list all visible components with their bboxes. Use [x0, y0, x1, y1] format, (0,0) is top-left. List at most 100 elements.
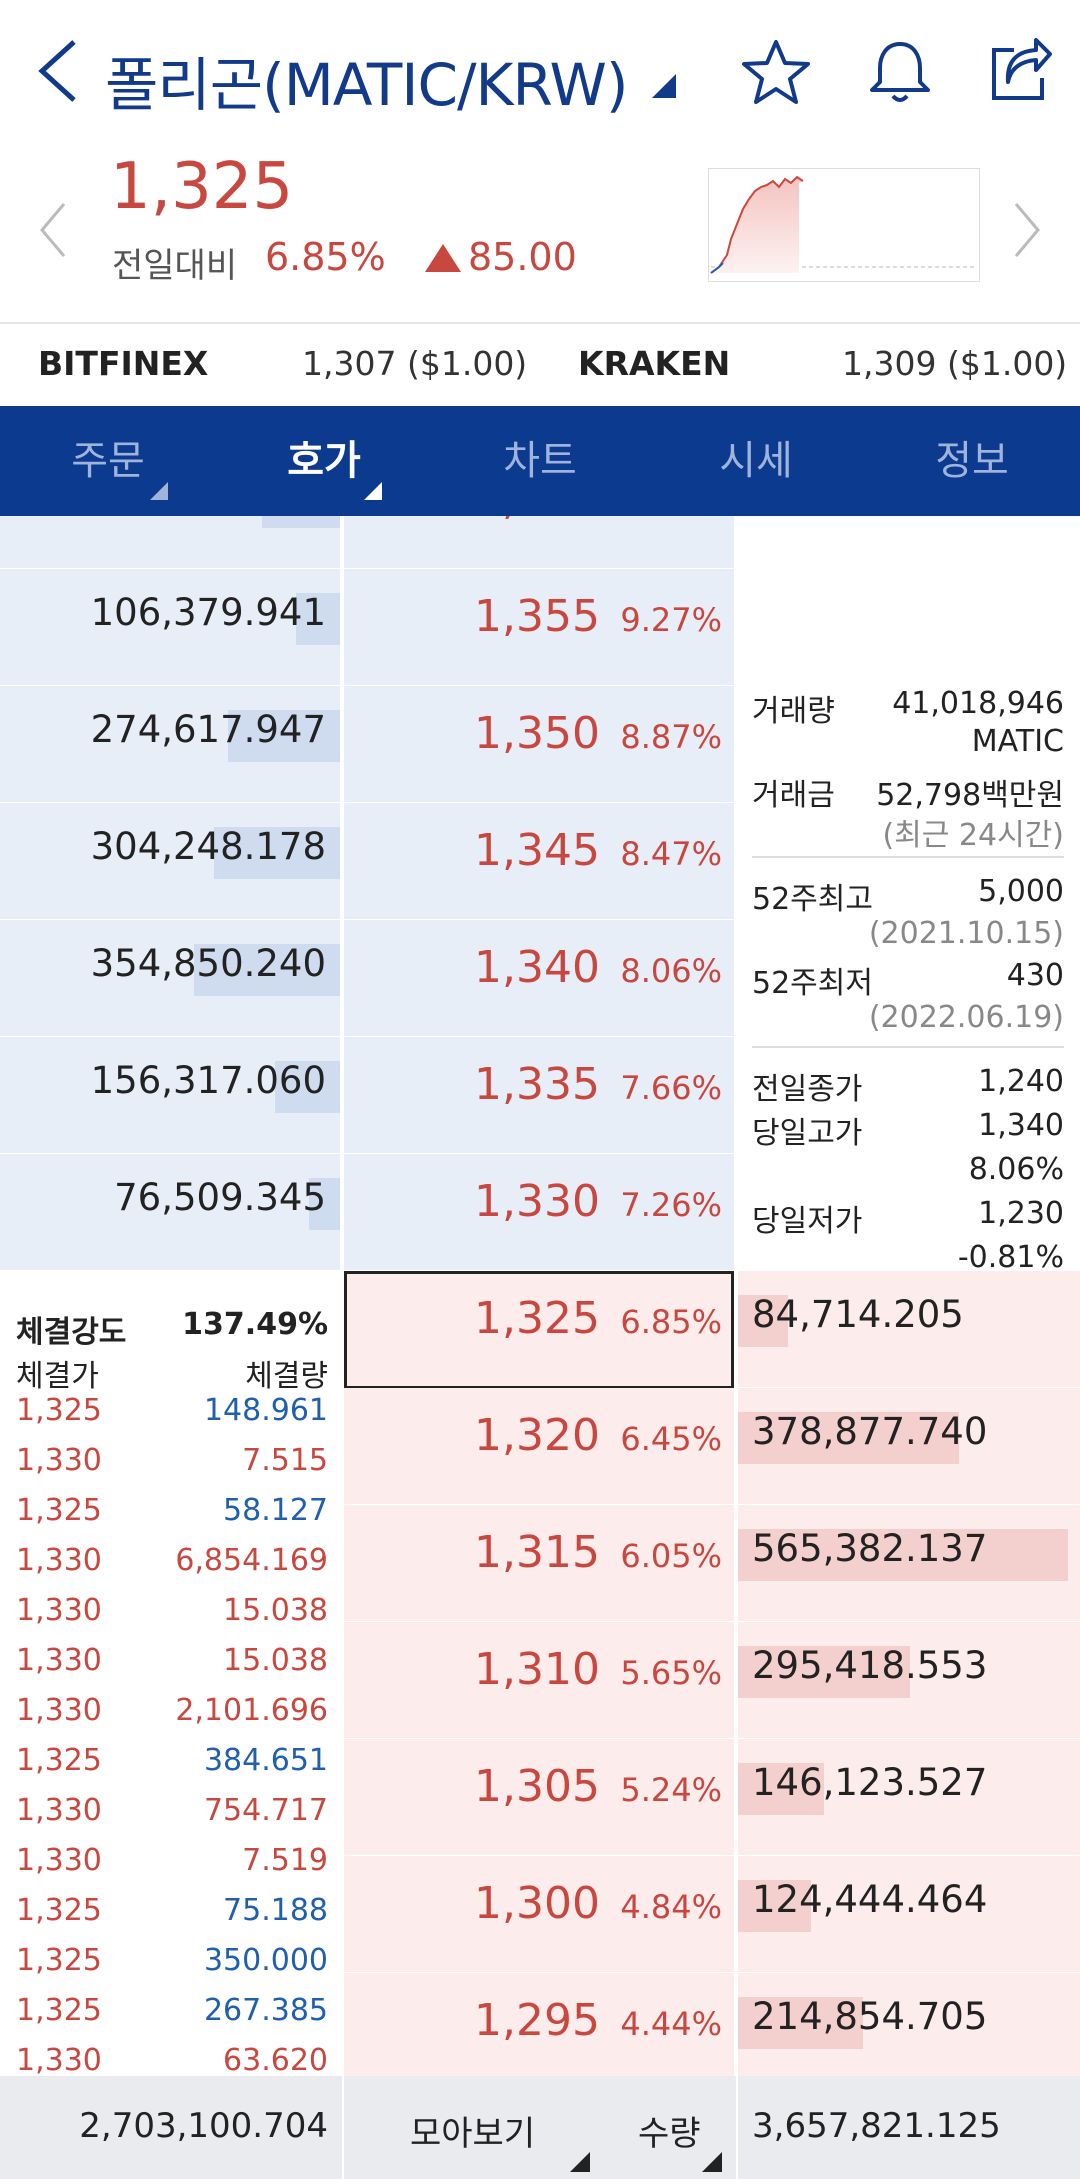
- bid-price-cell[interactable]: 1,305 5.24%: [344, 1739, 734, 1857]
- tab-market[interactable]: 시세: [648, 406, 864, 516]
- bid-qty-cell[interactable]: 214,854.705: [738, 1973, 1080, 2076]
- ask-volume-bar: [275, 1061, 340, 1113]
- ask-qty-cell[interactable]: 156,317.060: [0, 1037, 340, 1155]
- ask-price-cell[interactable]: 1,340 8.06%: [344, 920, 734, 1038]
- view-all-button[interactable]: 모아보기: [410, 2114, 536, 2154]
- strength-label: 체결강도: [16, 1315, 127, 1350]
- trade-price: 1,330: [16, 1593, 102, 1628]
- bid-price-cell[interactable]: 1,300 4.84%: [344, 1856, 734, 1974]
- trade-price: 1,330: [16, 1843, 102, 1878]
- ask-price-cell[interactable]: 1,335 7.66%: [344, 1037, 734, 1155]
- coin-title[interactable]: 폴리곤(MATIC/KRW): [105, 51, 628, 119]
- trade-qty: 267.385: [203, 1993, 328, 2028]
- bid-qty-cell[interactable]: 565,382.137: [738, 1505, 1080, 1623]
- trade-row: 1,330 7.515: [0, 1439, 342, 1489]
- trade-row: 1,330 15.038: [0, 1639, 342, 1689]
- ask-price: 1,350: [474, 708, 600, 759]
- trade-price: 1,330: [16, 1543, 102, 1578]
- ask-price-cell[interactable]: 1,330 7.26%: [344, 1154, 734, 1272]
- bid-qty-cell[interactable]: 146,123.527: [738, 1739, 1080, 1857]
- ask-price-cell[interactable]: 1,345 8.47%: [344, 803, 734, 921]
- trade-price: 1,330: [16, 1643, 102, 1678]
- ask-volume-bar: [193, 944, 340, 996]
- change-amount: 85.00: [468, 235, 577, 279]
- trade-qty: 58.127: [223, 1493, 328, 1528]
- bid-qty: 378,877.740: [752, 1410, 988, 1453]
- bell-icon[interactable]: [864, 36, 936, 108]
- ask-price-cell[interactable]: 1,360 9.68%: [344, 516, 734, 570]
- bid-volume-bar: [738, 1295, 788, 1347]
- bid-price: 1,305: [474, 1761, 600, 1812]
- trade-row: 1,330 7.519: [0, 1839, 342, 1889]
- ask-price-cell[interactable]: 1,350 8.87%: [344, 686, 734, 804]
- ask-qty-cell[interactable]: 354,850.240: [0, 920, 340, 1038]
- trade-qty: 754.717: [203, 1793, 328, 1828]
- back-arrow-icon[interactable]: [30, 36, 86, 106]
- bid-price: 1,310: [474, 1644, 600, 1695]
- bid-price-cell[interactable]: 1,310 5.65%: [344, 1622, 734, 1740]
- ask-qty-cell[interactable]: 304,248.178: [0, 803, 340, 921]
- ask-qty-cell[interactable]: 106,379.941: [0, 569, 340, 687]
- quantity-button[interactable]: 수량: [638, 2114, 701, 2154]
- bid-rate: 5.24%: [620, 1771, 722, 1809]
- bid-price-cell[interactable]: 1,315 6.05%: [344, 1505, 734, 1623]
- trade-price: 1,325: [16, 1943, 102, 1978]
- high52-label: 52주최고: [752, 882, 873, 917]
- exchange-name: BITFINEX: [38, 344, 209, 383]
- bid-qty-cell[interactable]: 84,714.205: [738, 1271, 1080, 1389]
- share-icon[interactable]: [984, 36, 1056, 108]
- title-dropdown-icon[interactable]: [652, 74, 676, 98]
- day-high-rate: 8.06%: [968, 1152, 1064, 1187]
- bid-volume-bar: [738, 1646, 910, 1698]
- ask-price-cell[interactable]: 1,355 9.27%: [344, 569, 734, 687]
- tab-chart[interactable]: 차트: [432, 406, 648, 516]
- tab-corner-icon: [364, 482, 382, 500]
- trade-price: 1,325: [16, 1493, 102, 1528]
- tab-order[interactable]: 주문: [0, 406, 216, 516]
- bid-price: 1,300: [474, 1878, 600, 1929]
- ask-rate: 9.27%: [620, 601, 722, 639]
- bid-qty: 214,854.705: [752, 1995, 988, 2038]
- bid-qty: 295,418.553: [752, 1644, 988, 1687]
- tab-orderbook[interactable]: 호가: [216, 406, 432, 516]
- ask-volume-bar: [309, 1178, 340, 1230]
- favorite-star-icon[interactable]: [740, 36, 812, 108]
- tab-label: 주문: [71, 438, 145, 484]
- bid-rate: 6.05%: [620, 1537, 722, 1575]
- volume-label: 거래량: [752, 694, 835, 729]
- divider: [736, 2076, 738, 2179]
- bid-volume-bar: [738, 1763, 824, 1815]
- current-price-cell[interactable]: 1,325 6.85%: [344, 1271, 734, 1389]
- ask-qty-cell[interactable]: 76,509.345: [0, 1154, 340, 1272]
- mini-price-chart[interactable]: [708, 168, 980, 282]
- tab-info[interactable]: 정보: [864, 406, 1080, 516]
- prev-coin-arrow-icon[interactable]: [38, 200, 68, 260]
- ask-rate: 8.87%: [620, 718, 722, 756]
- trade-row: 1,330 754.717: [0, 1789, 342, 1839]
- divider: [752, 856, 1064, 858]
- trade-price-header: 체결가: [16, 1359, 99, 1394]
- quantity-dropdown-icon[interactable]: [702, 2152, 722, 2172]
- ask-price: 1,355: [474, 591, 600, 642]
- trade-row: 1,330 15.038: [0, 1589, 342, 1639]
- exchange-price: 1,307 ($1.00): [302, 344, 528, 383]
- bid-price-cell[interactable]: 1,295 4.44%: [344, 1973, 734, 2076]
- trade-price: 1,330: [16, 1443, 102, 1478]
- ask-qty-cell[interactable]: 274,617.947: [0, 686, 340, 804]
- next-coin-arrow-icon[interactable]: [1012, 200, 1042, 260]
- ask-qty-cell[interactable]: 187,391.086: [0, 516, 340, 570]
- bid-qty-cell[interactable]: 295,418.553: [738, 1622, 1080, 1740]
- bid-price-cell[interactable]: 1,320 6.45%: [344, 1388, 734, 1506]
- trade-qty: 2,101.696: [175, 1693, 328, 1728]
- trade-price: 1,325: [16, 1393, 102, 1428]
- orderbook-footer: 2,703,100.704 모아보기 수량 3,657,821.125: [0, 2076, 1080, 2179]
- bid-qty-cell[interactable]: 378,877.740: [738, 1388, 1080, 1506]
- bid-qty-cell[interactable]: 124,444.464: [738, 1856, 1080, 1974]
- top-bar: 폴리곤(MATIC/KRW): [0, 0, 1080, 150]
- bid-volume-bar: [738, 1997, 864, 2049]
- bid-volume-bar: [738, 1880, 811, 1932]
- trade-price: 1,325: [16, 1993, 102, 2028]
- bid-rate: 6.45%: [620, 1420, 722, 1458]
- view-all-dropdown-icon[interactable]: [570, 2152, 590, 2172]
- exchange-compare-bar: BITFINEX 1,307 ($1.00) KRAKEN 1,309 ($1.…: [0, 322, 1080, 408]
